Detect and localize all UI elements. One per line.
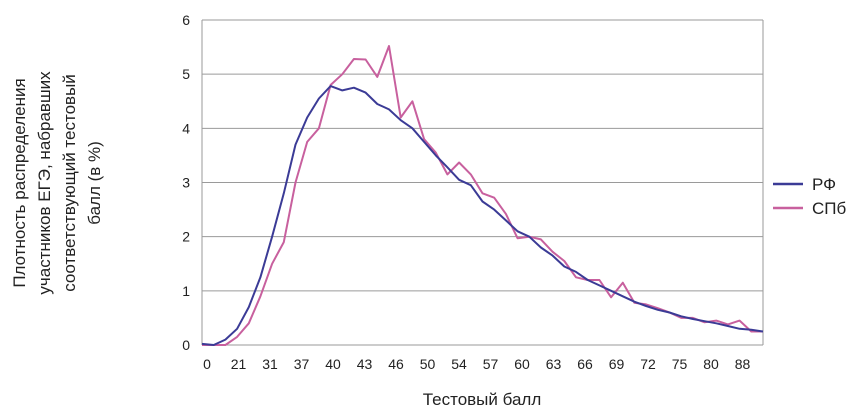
y-axis-title-line: участников ЕГЭ, набравших [35, 71, 54, 295]
y-tick-label: 0 [182, 337, 190, 353]
x-tick-label: 88 [735, 356, 751, 372]
x-tick-label: 60 [514, 356, 530, 372]
series-line-spb [202, 45, 763, 346]
x-tick-label: 72 [640, 356, 656, 372]
x-tick-label: 46 [388, 356, 404, 372]
y-tick-label: 1 [182, 283, 190, 299]
y-tick-label: 3 [182, 175, 190, 191]
legend-label: РФ [812, 175, 836, 194]
legend-label: СПб [812, 199, 846, 218]
x-tick-label: 43 [357, 356, 373, 372]
x-tick-label: 66 [577, 356, 593, 372]
series-lines [201, 45, 764, 346]
x-tick-label: 75 [672, 356, 688, 372]
x-tick-label: 21 [231, 356, 247, 372]
x-tick-labels: 0 21 31 37 40 43 46 50 54 57 60 63 66 69 72 75 80 88 [203, 356, 750, 372]
series-line-rf [201, 85, 764, 346]
x-tick-label: 69 [609, 356, 625, 372]
x-tick-label: 57 [483, 356, 499, 372]
y-tick-label: 4 [182, 120, 190, 136]
y-axis-title: Плотность распределения участников ЕГЭ, н… [10, 71, 104, 295]
x-tick-label: 63 [546, 356, 562, 372]
x-axis-title: Тестовый балл [423, 390, 542, 409]
legend: РФ СПб [773, 175, 846, 218]
x-tick-label: 37 [294, 356, 310, 372]
y-tick-label: 6 [182, 12, 190, 28]
x-tick-label: 40 [325, 356, 341, 372]
y-tick-labels: 0 1 2 3 4 5 6 [182, 12, 190, 353]
y-axis-title-line: балл (в %) [85, 141, 104, 225]
y-tick-label: 5 [182, 66, 190, 82]
y-axis-title-line: соответствующий тестовый [60, 74, 79, 292]
x-tick-label: 50 [420, 356, 436, 372]
x-tick-label: 80 [703, 356, 719, 372]
y-axis-title-line: Плотность распределения [10, 78, 29, 287]
x-tick-label: 0 [203, 356, 211, 372]
x-tick-label: 31 [262, 356, 278, 372]
x-tick-label: 54 [451, 356, 467, 372]
y-tick-label: 2 [182, 229, 190, 245]
